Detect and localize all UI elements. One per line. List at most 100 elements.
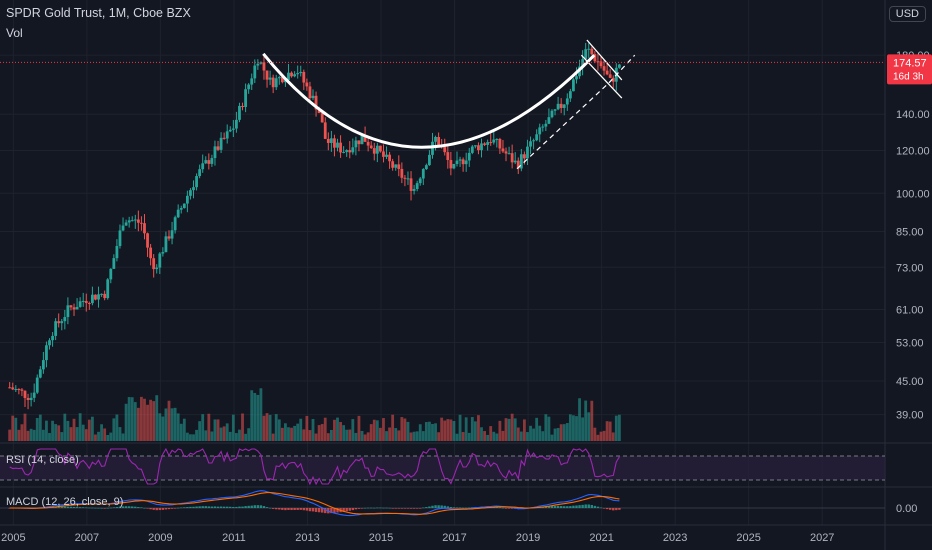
volume-bar [336,417,339,441]
candle-body [100,293,103,295]
candle-body [559,103,563,108]
macd-histogram-bar [72,506,76,508]
volume-bar [568,414,572,441]
time-tick-label: 2023 [663,532,687,544]
volume-bar [587,412,591,441]
candle-body [11,387,15,390]
time-tick-label: 2027 [810,532,834,544]
volume-bar [510,413,514,441]
volume-bar [590,400,594,441]
volume-bar [428,421,431,441]
volume-bar [277,419,281,441]
candle-body [20,389,24,391]
volume-bar [526,432,529,441]
candle-body [345,150,349,152]
chart-title[interactable]: SPDR Gold Trust, 1M, Cboe BZX [6,6,191,20]
ascending-trendline-ext [608,54,636,84]
macd-histogram-bar [226,506,229,508]
macd-histogram-bar [253,505,256,508]
volume-bar [57,425,61,441]
candle-body [213,146,217,159]
macd-histogram-bar [69,506,73,508]
currency-button[interactable]: USD [888,6,926,22]
volume-bar [152,401,156,441]
macd-histogram-bar [305,508,309,511]
volume-bar [41,429,45,441]
macd-signal-line [9,492,620,515]
macd-histogram-bar [559,506,563,508]
macd-histogram-bar [247,505,250,508]
volume-bar [584,400,588,441]
macd-histogram-bar [608,508,612,510]
candle-body [262,62,266,71]
candle-body [593,54,597,62]
volume-bar [268,414,272,441]
candle-body [32,392,36,398]
time-tick-label: 2025 [736,532,760,544]
price-axis[interactable]: 180.00140.00120.00100.0085.0073.0061.005… [896,50,930,515]
candle-body [372,148,376,154]
rsi-label[interactable]: RSI (14, close) [6,454,79,466]
candle-body [363,135,367,142]
macd-histogram-bar [164,508,168,510]
volume-bar [189,434,192,441]
macd-histogram-bar [590,504,594,508]
candle-body [467,152,471,161]
candle-body [170,230,174,239]
macd-histogram-bar [373,507,376,509]
candle-body [192,187,195,191]
volume-bar [329,429,333,441]
macd-histogram-bar [250,505,253,508]
candle-body [354,140,358,148]
macd-histogram-bar [440,505,443,508]
candle-body [317,109,321,114]
volume-bar [477,415,480,441]
macd-histogram-bar [204,506,207,508]
volume-bar [244,433,247,441]
candle-body [428,154,431,166]
volume-bar [547,416,551,441]
macd-histogram-bar [495,507,499,508]
candle-body [182,203,186,209]
volume-bar [284,423,287,441]
macd-histogram-bar [213,506,217,508]
volume-bar [274,414,278,441]
volume-bar [431,423,434,441]
candle-body [418,178,422,184]
macd-label[interactable]: MACD (12, 26, close, 9) [6,496,123,508]
candle-body [360,135,364,145]
macd-histogram-bar [566,506,569,508]
candle-body [66,305,70,318]
volume-bar [388,427,391,441]
candle-body [326,138,330,143]
candle-body [195,176,198,188]
candle-body [409,178,413,191]
volume-bar [195,429,198,441]
candle-body [375,145,379,154]
macd-histogram-bar [544,506,548,508]
macd-histogram-bar [400,508,404,509]
candle-body [97,294,100,300]
candle-body [109,268,113,280]
candle-body [596,61,600,63]
volume-bar [529,425,532,441]
volume-bar [544,414,548,441]
volume-bar [299,418,303,441]
macd-histogram-bar [302,508,306,511]
macd-histogram-bar [412,508,416,509]
volume-label[interactable]: Vol [6,26,23,40]
volume-bar [296,423,300,441]
candle-body [348,150,352,153]
candle-body [611,77,615,82]
candle-body [388,154,391,162]
candle-body [189,190,192,196]
macd-histogram-bar [578,505,581,508]
time-axis[interactable]: 2005 2007 2009 2011 2013 2015 2017 2019 2021 2023… [1,532,834,544]
volume-bar [480,427,483,441]
volume-bar [23,413,27,441]
candle-body [121,225,125,231]
volume-bar [394,428,398,441]
candle-body [57,321,61,324]
macd-histogram-bar [498,507,502,509]
